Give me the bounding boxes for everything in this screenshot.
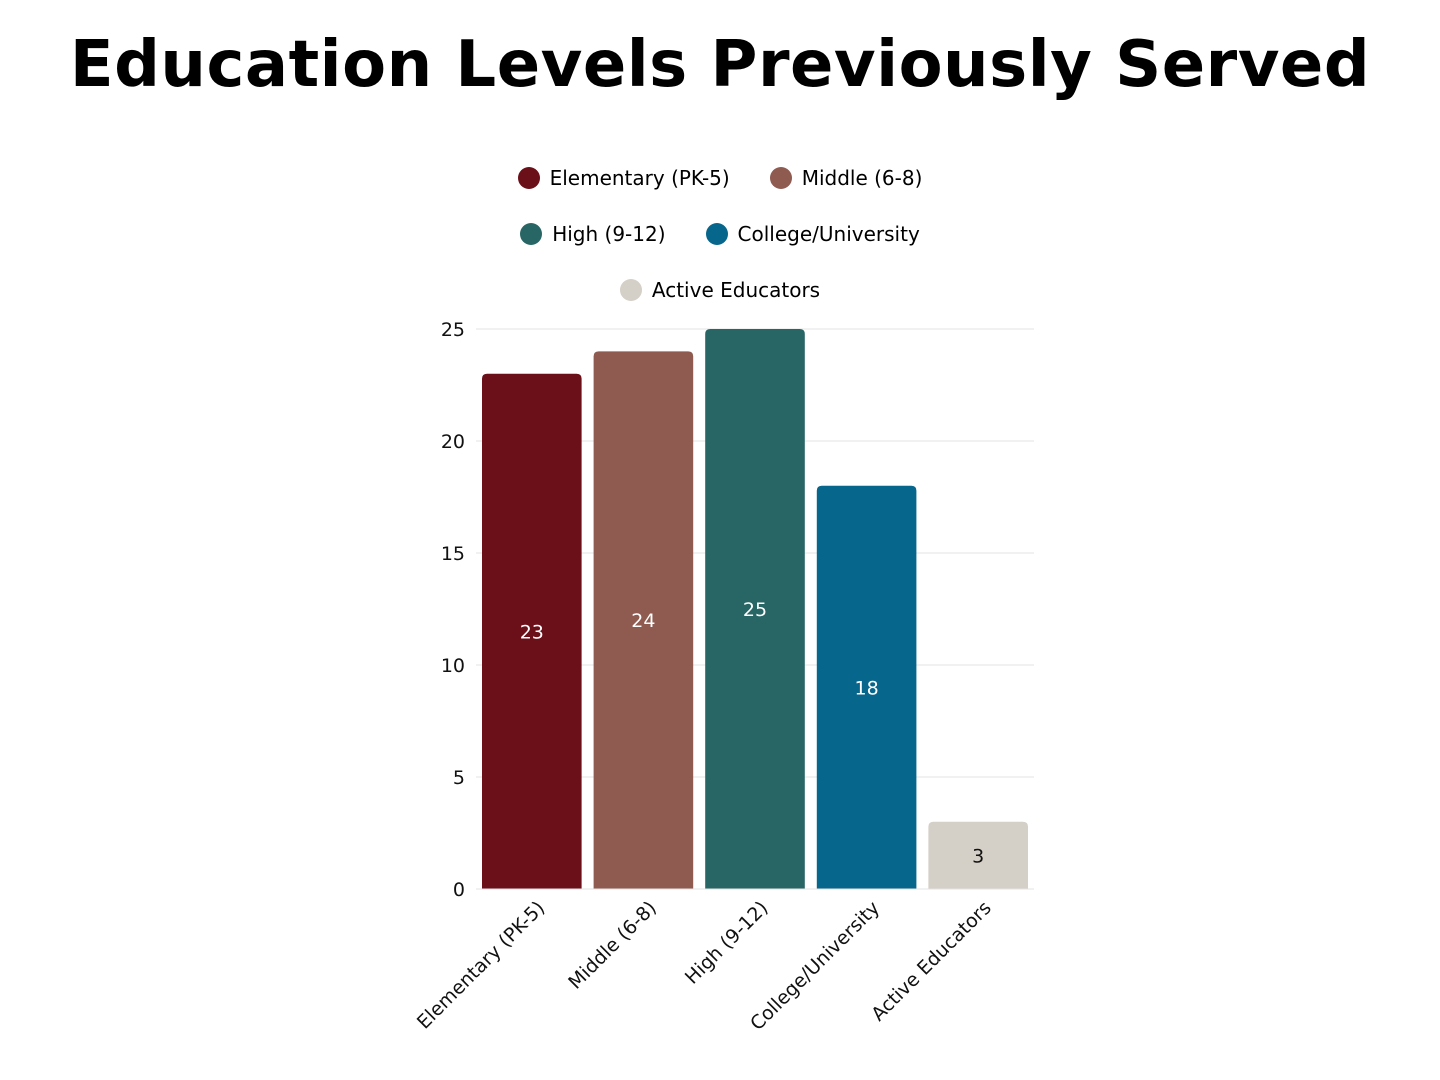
- bar-high-9-12[interactable]: [705, 329, 805, 889]
- data-label-college-university: 18: [855, 677, 879, 699]
- legend-swatch-college: [705, 223, 728, 245]
- data-label-elementary-pk-5: 23: [520, 621, 544, 643]
- legend-item-high[interactable]: High (9-12): [520, 222, 666, 246]
- chart-title: Education Levels Previously Served: [69, 28, 1371, 102]
- legend-item-college[interactable]: College/University: [705, 222, 920, 246]
- legend-item-middle[interactable]: Middle (6-8): [769, 166, 923, 190]
- legend-label-college: College/University: [737, 222, 920, 246]
- legend-row: Active Educators: [0, 272, 1440, 308]
- data-label-middle-6-8: 24: [631, 610, 655, 632]
- legend-label-high: High (9-12): [552, 222, 666, 246]
- legend-swatch-middle: [769, 167, 792, 189]
- x-tick-label-middle-6-8: Middle (6-8): [564, 897, 661, 994]
- legend-label-elementary: Elementary (PK-5): [549, 166, 730, 190]
- legend-row: Elementary (PK-5) Middle (6-8): [0, 160, 1440, 196]
- legend-item-elementary[interactable]: Elementary (PK-5): [517, 166, 730, 190]
- x-tick-label-active-educators: Active Educators: [867, 897, 996, 1026]
- data-label-active-educators: 3: [972, 845, 984, 867]
- legend-item-active-educators[interactable]: Active Educators: [619, 278, 821, 302]
- x-tick-label-high-9-12: High (9-12): [681, 897, 773, 989]
- x-tick-label-elementary-pk-5: Elementary (PK-5): [413, 897, 550, 1034]
- bar-elementary-pk-5[interactable]: [482, 373, 582, 889]
- y-tick-label: 25: [441, 319, 465, 341]
- y-tick-label: 20: [441, 431, 465, 453]
- legend-swatch-high: [520, 223, 543, 245]
- data-label-high-9-12: 25: [743, 599, 767, 621]
- bar-college-university[interactable]: [816, 485, 917, 889]
- bar-middle-6-8[interactable]: [593, 351, 694, 889]
- bar-active-educators[interactable]: [928, 821, 1028, 889]
- legend-label-active-educators: Active Educators: [651, 278, 821, 302]
- legend-swatch-active-educators: [619, 279, 642, 301]
- legend-label-middle: Middle (6-8): [801, 166, 923, 190]
- legend-row: High (9-12) College/University: [0, 216, 1440, 252]
- legend: Elementary (PK-5) Middle (6-8) High (9-1…: [0, 160, 1440, 328]
- y-tick-label: 0: [453, 879, 465, 901]
- legend-swatch-elementary: [517, 167, 540, 189]
- y-tick-label: 10: [441, 655, 465, 677]
- y-tick-label: 15: [441, 543, 465, 565]
- y-tick-label: 5: [453, 767, 465, 789]
